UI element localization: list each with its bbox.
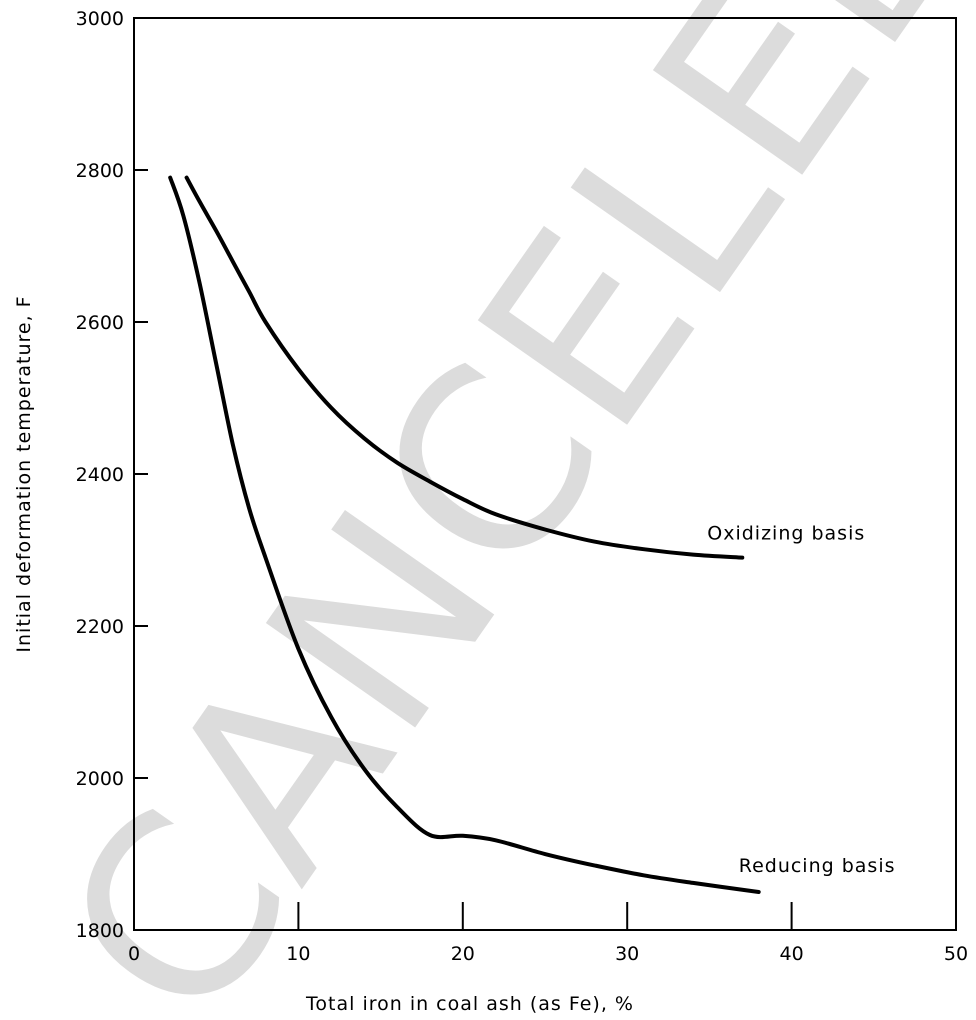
y-axis-title: Initial deformation temperature, F [13,295,35,652]
y-axis: 1800 2000 2200 2400 2600 2800 3000 [76,8,148,942]
x-tick-label: 30 [615,943,639,965]
y-tick-label: 2000 [76,768,124,790]
x-tick-label: 0 [128,943,140,965]
x-tick-label: 50 [944,943,968,965]
y-tick-label: 2400 [76,464,124,486]
x-axis-title: Total iron in coal ash (as Fe), % [305,993,634,1015]
x-tick-label: 40 [780,943,804,965]
series-line-oxidizing [184,175,745,560]
series-label: Reducing basis [739,855,896,877]
y-tick-label: 1800 [76,920,124,942]
y-tick-label: 3000 [76,8,124,30]
y-tick-label: 2600 [76,312,124,334]
x-tick-label: 10 [286,943,310,965]
y-tick-label: 2200 [76,616,124,638]
series-layer: Oxidizing basis Reducing basis [168,175,896,894]
series-label: Oxidizing basis [707,523,865,545]
series-line-reducing [168,175,761,894]
y-tick-label: 2800 [76,160,124,182]
x-axis: 0 10 20 30 40 50 [128,902,968,965]
x-tick-label: 20 [451,943,475,965]
